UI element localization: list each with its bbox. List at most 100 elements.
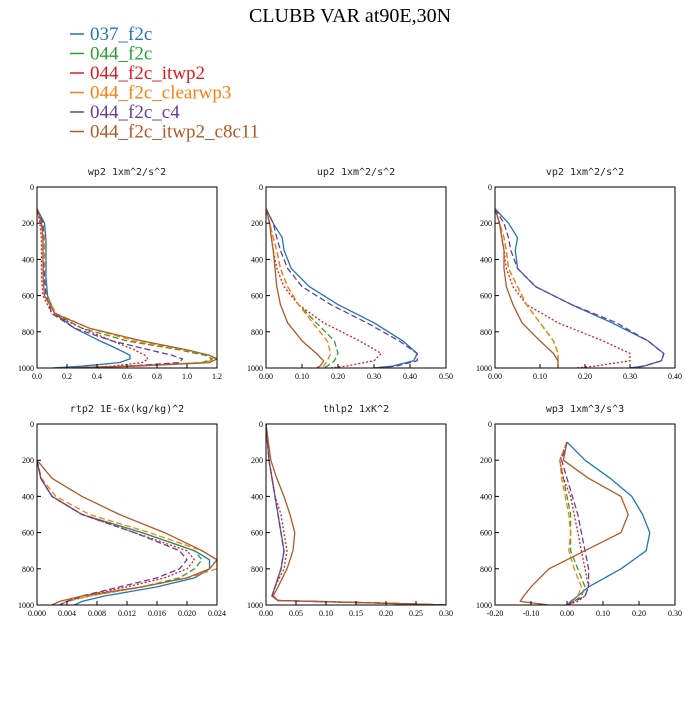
x-tick-label: 0.4 [92, 372, 102, 381]
x-tick-label: 0.05 [289, 609, 303, 618]
series-line [559, 441, 590, 605]
y-tick-label: 1000 [18, 601, 34, 610]
y-tick-label: 0 [488, 420, 492, 429]
y-tick-label: 400 [480, 255, 492, 264]
panel-title: rtp2 1E-6x(kg/kg)^2 [70, 404, 184, 415]
series-line [266, 424, 446, 605]
series-line [495, 208, 559, 368]
y-tick-label: 0 [259, 183, 263, 192]
y-tick-label: 1000 [476, 601, 492, 610]
y-tick-label: 600 [251, 292, 263, 301]
panels: wp2 1xm^2/s^2 0.0 0.2 0.4 0.6 0.8 1.0 1.2 0 200 40… [18, 167, 682, 618]
y-tick-label: 600 [480, 292, 492, 301]
series-line [37, 208, 131, 368]
legend-label: 044_f2c [90, 44, 152, 65]
series-line [266, 208, 325, 368]
x-tick-label: 0.10 [533, 372, 547, 381]
x-tick-label: 0.30 [623, 372, 637, 381]
y-tick-label: 200 [22, 219, 34, 228]
x-tick-label: 0.10 [596, 609, 610, 618]
x-tick-label: 0.20 [331, 372, 345, 381]
y-tick-label: 800 [480, 565, 492, 574]
x-tick-label: -0.20 [487, 609, 504, 618]
y-tick-label: 0 [259, 420, 263, 429]
x-tick-label: 0.00 [488, 372, 502, 381]
series-line [37, 208, 214, 368]
series-line [37, 460, 188, 605]
x-tick-label: 0.2 [62, 372, 72, 381]
legend-label: 044_f2c_itwp2_c8c11 [90, 122, 259, 143]
x-tick-label: 0.00 [560, 609, 574, 618]
x-tick-label: 0.25 [409, 609, 423, 618]
x-tick-label: 0.016 [148, 609, 166, 618]
series-line [266, 424, 446, 605]
y-tick-label: 200 [480, 219, 492, 228]
y-tick-label: 200 [251, 456, 263, 465]
y-tick-label: 800 [251, 328, 263, 337]
plot-frame [265, 186, 447, 369]
series-line [495, 208, 559, 368]
chart-panel: wp2 1xm^2/s^2 0.0 0.2 0.4 0.6 0.8 1.0 1.2 0 200 40… [18, 167, 222, 381]
chart-panel: vp2 1xm^2/s^2 0.00 0.10 0.20 0.30 0.40 0 200 400… [476, 167, 682, 381]
series-line [495, 208, 559, 368]
x-tick-label: 1.2 [212, 372, 222, 381]
x-tick-label: 0.00 [259, 372, 273, 381]
x-tick-label: 0.40 [668, 372, 682, 381]
x-tick-label: 0.0 [32, 372, 42, 381]
x-tick-label: 0.50 [439, 372, 453, 381]
x-tick-label: 0.20 [632, 609, 646, 618]
series-line [266, 208, 418, 368]
x-tick-label: 0.008 [88, 609, 106, 618]
series-line [266, 208, 418, 368]
x-tick-label: 0.20 [578, 372, 592, 381]
y-tick-label: 800 [251, 565, 263, 574]
y-tick-label: 600 [480, 529, 492, 538]
y-tick-label: 1000 [476, 364, 492, 373]
x-tick-label: 0.004 [58, 609, 76, 618]
series-line [495, 208, 665, 368]
y-tick-label: 400 [251, 255, 263, 264]
y-tick-label: 0 [30, 420, 34, 429]
y-tick-label: 1000 [247, 364, 263, 373]
legend-label: 044_f2c_c4 [90, 102, 180, 123]
y-tick-label: 600 [22, 292, 34, 301]
legend: 037_f2c044_f2c044_f2c_itwp2044_f2c_clear… [70, 24, 259, 143]
x-tick-label: 0.8 [152, 372, 162, 381]
panel-title: wp2 1xm^2/s^2 [88, 167, 166, 178]
y-tick-label: 800 [480, 328, 492, 337]
x-tick-label: 0.10 [319, 609, 333, 618]
x-tick-label: 0.6 [122, 372, 132, 381]
panel-title: vp2 1xm^2/s^2 [546, 167, 624, 178]
y-tick-label: 800 [22, 328, 34, 337]
figure-title: CLUBB VAR at90E,30N [249, 5, 451, 27]
y-tick-label: 0 [30, 183, 34, 192]
panel-title: thlp2 1xK^2 [323, 404, 389, 415]
y-tick-label: 200 [22, 456, 34, 465]
series-line [495, 208, 631, 368]
series-line [519, 441, 629, 605]
y-tick-label: 200 [480, 456, 492, 465]
panel-title: up2 1xm^2/s^2 [317, 167, 395, 178]
series-line [37, 208, 149, 368]
legend-label: 037_f2c [90, 24, 152, 45]
x-tick-label: -0.10 [523, 609, 540, 618]
x-tick-label: 0.012 [118, 609, 136, 618]
series-line [559, 441, 583, 605]
plot-frame [36, 423, 218, 606]
x-tick-label: 0.30 [367, 372, 381, 381]
series-line [266, 424, 446, 605]
plot-frame [265, 423, 447, 606]
series-line [37, 208, 217, 368]
series-line [266, 424, 446, 605]
y-tick-label: 1000 [18, 364, 34, 373]
legend-label: 044_f2c_itwp2 [90, 63, 205, 84]
series-line [266, 424, 446, 605]
chart-panel: rtp2 1E-6x(kg/kg)^2 0.000 0.004 0.008 0.012 0… [18, 404, 226, 618]
series-line [37, 460, 211, 605]
x-tick-label: 0.15 [349, 609, 363, 618]
y-tick-label: 0 [488, 183, 492, 192]
plot-frame [494, 423, 676, 606]
x-tick-label: 0.30 [668, 609, 682, 618]
series-line [37, 459, 217, 605]
